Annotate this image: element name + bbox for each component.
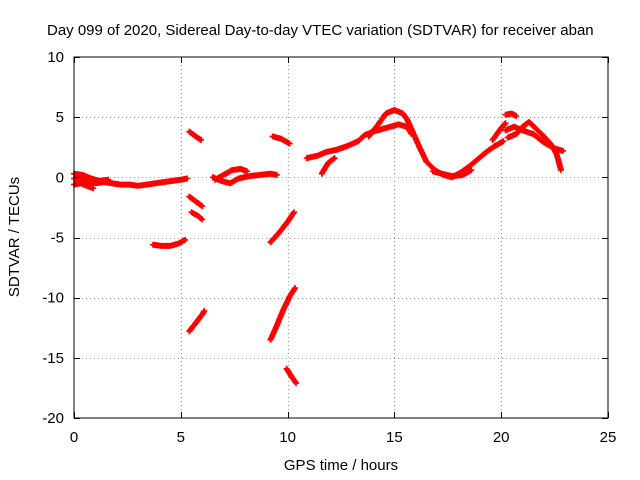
- y-tick-label: -5: [51, 230, 64, 247]
- y-tick-label: -15: [42, 350, 64, 367]
- axis-ticks: 0 5 10 15 20 25 -20 -15 -10 -5 0 5 10: [42, 49, 616, 446]
- grid-lines: [74, 57, 608, 418]
- data-point-markers: [303, 121, 415, 162]
- data-arc: [489, 120, 509, 143]
- x-tick-label: 25: [600, 429, 617, 446]
- y-tick-label: 5: [56, 109, 64, 126]
- data-arc: [267, 209, 297, 246]
- x-tick-label: 10: [279, 429, 296, 446]
- y-tick-label: 0: [56, 169, 64, 186]
- data-point-markers: [502, 123, 567, 154]
- data-arc: [209, 170, 280, 187]
- data-point-markers: [318, 155, 338, 177]
- data-point-markers: [283, 365, 300, 387]
- y-tick-label: -10: [42, 290, 64, 307]
- y-tick-label: -20: [42, 410, 64, 427]
- data-point-markers: [269, 133, 293, 147]
- x-tick-label: 5: [177, 429, 185, 446]
- data-arc: [429, 167, 475, 180]
- x-tick-label: 0: [70, 429, 78, 446]
- x-tick-label: 15: [386, 429, 403, 446]
- data-arc: [186, 307, 208, 335]
- data-arc: [502, 123, 567, 154]
- data-arc: [269, 133, 293, 147]
- data-arc: [186, 128, 205, 143]
- data-point-markers: [267, 209, 297, 246]
- data-point-markers: [150, 236, 189, 249]
- data-series: [71, 106, 567, 387]
- data-point-markers: [267, 285, 299, 343]
- data-point-markers: [209, 170, 280, 187]
- plot-frame: [73, 56, 609, 419]
- data-point-markers: [186, 193, 206, 210]
- x-tick-label: 20: [493, 429, 510, 446]
- data-arc: [283, 365, 300, 387]
- data-point-markers: [429, 167, 475, 180]
- data-point-markers: [188, 209, 206, 223]
- data-arc: [188, 209, 206, 223]
- data-arc: [502, 110, 520, 119]
- data-arc: [303, 121, 415, 162]
- data-arc: [318, 155, 338, 177]
- x-axis-label: GPS time / hours: [284, 457, 398, 474]
- data-point-markers: [502, 110, 520, 119]
- data-arc: [186, 193, 206, 210]
- data-arc: [150, 236, 189, 249]
- data-arc: [267, 285, 299, 343]
- data-point-markers: [186, 307, 208, 335]
- data-point-markers: [186, 128, 205, 143]
- data-point-markers: [489, 120, 509, 143]
- chart-title: Day 099 of 2020, Sidereal Day-to-day VTE…: [47, 22, 594, 39]
- y-axis-label: SDTVAR / TECUs: [6, 177, 23, 297]
- y-tick-label: 10: [47, 49, 64, 66]
